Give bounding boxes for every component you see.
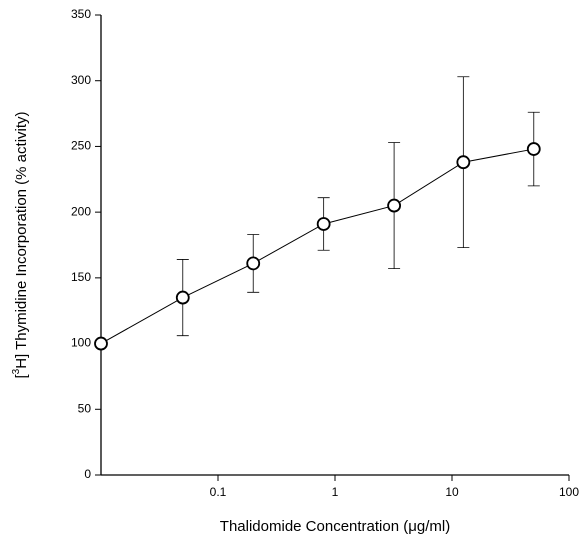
y-tick-label: 100 bbox=[71, 336, 91, 350]
marker bbox=[526, 142, 541, 156]
y-label-prefix: [ bbox=[13, 374, 30, 379]
x-tick-label: 100 bbox=[559, 485, 579, 499]
y-tick-label: 350 bbox=[71, 7, 91, 21]
x-tick-label: 10 bbox=[445, 485, 459, 499]
y-tick-label: 300 bbox=[71, 73, 91, 87]
x-axis-label: Thalidomide Concentration (μg/ml) bbox=[220, 518, 450, 535]
marker bbox=[387, 198, 402, 213]
y-label-sup: 3 bbox=[11, 368, 22, 374]
y-label-rest: H] Thymidine Incorporation (% activity) bbox=[13, 111, 30, 368]
y-tick-label: 250 bbox=[71, 139, 91, 153]
y-tick-label: 50 bbox=[78, 401, 92, 415]
y-tick-label: 200 bbox=[71, 204, 91, 218]
marker bbox=[94, 336, 108, 351]
x-tick-label: 0.1 bbox=[210, 485, 227, 499]
y-tick-label: 0 bbox=[84, 467, 91, 481]
y-axis-label: [3H] Thymidine Incorporation (% activity… bbox=[11, 111, 30, 378]
x-tick-label: 1 bbox=[332, 485, 339, 499]
marker bbox=[246, 256, 261, 271]
y-tick-label: 150 bbox=[71, 270, 91, 284]
line bbox=[100, 148, 534, 345]
marker bbox=[456, 155, 471, 170]
marker bbox=[316, 217, 331, 231]
marker bbox=[175, 290, 190, 305]
